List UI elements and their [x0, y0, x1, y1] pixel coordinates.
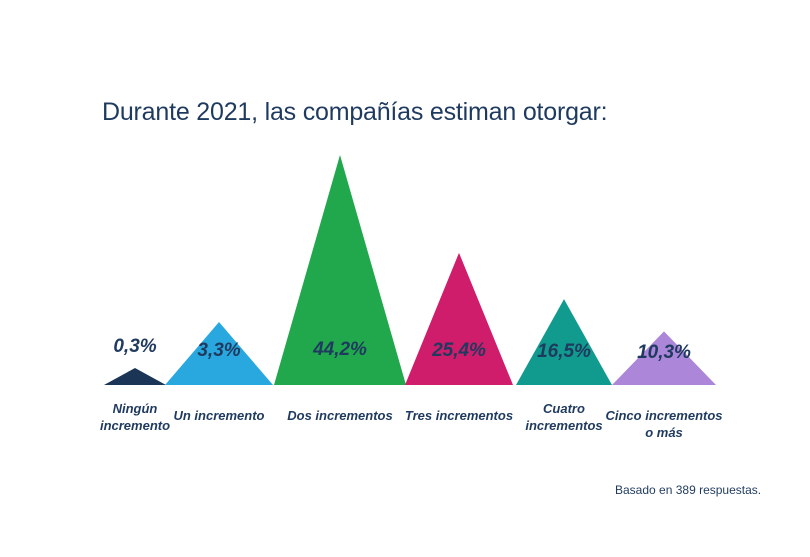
footnote: Basado en 389 respuestas. — [615, 483, 762, 497]
category-label-2: Un incremento — [173, 408, 264, 423]
value-label-4: 25,4% — [431, 340, 486, 361]
category-label-4: Tres incrementos — [405, 408, 513, 423]
category-label-1: Ningún incremento — [100, 401, 170, 433]
triangle-5 — [516, 299, 612, 385]
category-label-6: Cinco incrementos o más — [605, 408, 722, 440]
category-label-3: Dos incrementos — [287, 408, 392, 423]
value-label-6: 10,3% — [637, 342, 691, 363]
value-label-3: 44,2% — [312, 339, 367, 360]
triangle-4 — [405, 252, 513, 385]
triangle-3 — [274, 155, 406, 385]
chart-title: Durante 2021, las compañías estiman otor… — [102, 98, 608, 126]
value-label-1: 0,3% — [113, 336, 156, 357]
triangle-2 — [165, 322, 273, 385]
triangle-1 — [104, 368, 166, 385]
value-label-2: 3,3% — [197, 340, 240, 361]
triangle-6 — [612, 331, 716, 385]
category-label-5: Cuatro incrementos — [525, 401, 602, 433]
value-label-5: 16,5% — [537, 341, 591, 362]
